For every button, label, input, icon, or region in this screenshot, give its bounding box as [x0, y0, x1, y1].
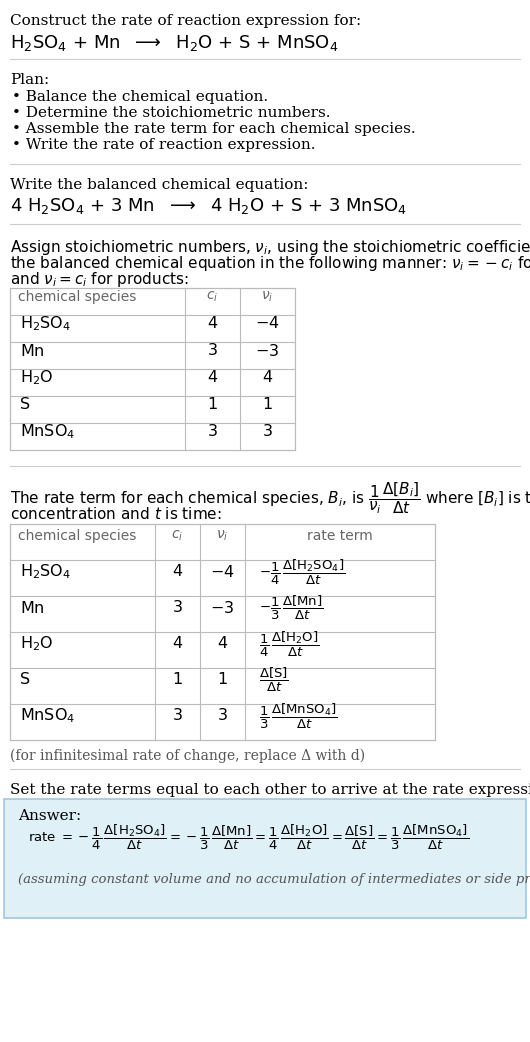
Text: Answer:: Answer: — [18, 809, 81, 823]
Text: Plan:: Plan: — [10, 73, 49, 86]
Text: $\mathrm{H_2SO_4}$: $\mathrm{H_2SO_4}$ — [20, 314, 71, 332]
Text: $\mathrm{Mn}$: $\mathrm{Mn}$ — [20, 343, 45, 358]
Text: $\mathrm{MnSO_4}$: $\mathrm{MnSO_4}$ — [20, 706, 75, 725]
Text: 4: 4 — [207, 316, 217, 331]
Text: rate term: rate term — [307, 529, 373, 543]
Text: 1: 1 — [172, 672, 183, 688]
Text: $-\dfrac{1}{3}\,\dfrac{\Delta[\mathrm{Mn}]}{\Delta t}$: $-\dfrac{1}{3}\,\dfrac{\Delta[\mathrm{Mn… — [259, 594, 324, 622]
Text: 4: 4 — [207, 370, 217, 384]
Text: $-4$: $-4$ — [210, 564, 235, 580]
Text: $\mathrm{Mn}$: $\mathrm{Mn}$ — [20, 600, 45, 616]
Text: $\mathrm{H_2SO_4}$ + Mn  $\longrightarrow$  $\mathrm{H_2O}$ + S + $\mathrm{MnSO_: $\mathrm{H_2SO_4}$ + Mn $\longrightarrow… — [10, 33, 339, 53]
Text: $\nu_i$: $\nu_i$ — [216, 528, 229, 543]
Text: $c_i$: $c_i$ — [171, 528, 183, 543]
Text: chemical species: chemical species — [18, 290, 136, 303]
Text: $\mathrm{MnSO_4}$: $\mathrm{MnSO_4}$ — [20, 422, 75, 441]
Text: 3: 3 — [208, 343, 217, 358]
FancyBboxPatch shape — [10, 524, 435, 740]
Text: • Determine the stoichiometric numbers.: • Determine the stoichiometric numbers. — [12, 106, 331, 120]
Text: (for infinitesimal rate of change, replace Δ with d): (for infinitesimal rate of change, repla… — [10, 749, 365, 764]
Text: concentration and $t$ is time:: concentration and $t$ is time: — [10, 506, 222, 522]
Text: $\nu_i$: $\nu_i$ — [261, 290, 273, 303]
Text: $-\dfrac{1}{4}\,\dfrac{\Delta[\mathrm{H_2SO_4}]}{\Delta t}$: $-\dfrac{1}{4}\,\dfrac{\Delta[\mathrm{H_… — [259, 557, 345, 587]
Text: The rate term for each chemical species, $B_i$, is $\dfrac{1}{\nu_i}\dfrac{\Delt: The rate term for each chemical species,… — [10, 480, 530, 516]
Text: $\dfrac{1}{4}\,\dfrac{\Delta[\mathrm{H_2O}]}{\Delta t}$: $\dfrac{1}{4}\,\dfrac{\Delta[\mathrm{H_2… — [259, 629, 320, 659]
Text: $-4$: $-4$ — [255, 316, 280, 331]
Text: $c_i$: $c_i$ — [206, 290, 219, 303]
Text: $\mathrm{H_2SO_4}$: $\mathrm{H_2SO_4}$ — [20, 563, 71, 581]
Text: S: S — [20, 397, 30, 412]
Text: Construct the rate of reaction expression for:: Construct the rate of reaction expressio… — [10, 14, 361, 28]
Text: • Assemble the rate term for each chemical species.: • Assemble the rate term for each chemic… — [12, 122, 416, 137]
Text: 3: 3 — [217, 709, 227, 723]
Text: 4: 4 — [172, 637, 182, 651]
Text: (assuming constant volume and no accumulation of intermediates or side products): (assuming constant volume and no accumul… — [18, 873, 530, 886]
Text: the balanced chemical equation in the following manner: $\nu_i = -c_i$ for react: the balanced chemical equation in the fo… — [10, 254, 530, 273]
Text: 3: 3 — [172, 709, 182, 723]
Text: 1: 1 — [207, 397, 218, 412]
FancyBboxPatch shape — [4, 799, 526, 918]
Text: 1: 1 — [217, 672, 227, 688]
Text: $\dfrac{\Delta[\mathrm{S}]}{\Delta t}$: $\dfrac{\Delta[\mathrm{S}]}{\Delta t}$ — [259, 666, 289, 694]
Text: 3: 3 — [208, 424, 217, 439]
Text: rate $= -\dfrac{1}{4}\,\dfrac{\Delta[\mathrm{H_2SO_4}]}{\Delta t}$$ = -\dfrac{1}: rate $= -\dfrac{1}{4}\,\dfrac{\Delta[\ma… — [28, 822, 469, 851]
Text: Assign stoichiometric numbers, $\nu_i$, using the stoichiometric coefficients, $: Assign stoichiometric numbers, $\nu_i$, … — [10, 238, 530, 257]
Text: 3: 3 — [262, 424, 272, 439]
Text: 4: 4 — [217, 637, 227, 651]
Text: • Write the rate of reaction expression.: • Write the rate of reaction expression. — [12, 138, 315, 152]
Text: S: S — [20, 672, 30, 688]
FancyBboxPatch shape — [10, 288, 295, 450]
Text: $-3$: $-3$ — [255, 343, 280, 358]
Text: • Balance the chemical equation.: • Balance the chemical equation. — [12, 90, 268, 104]
Text: Write the balanced chemical equation:: Write the balanced chemical equation: — [10, 178, 308, 192]
Text: and $\nu_i = c_i$ for products:: and $\nu_i = c_i$ for products: — [10, 270, 189, 289]
Text: $\dfrac{1}{3}\,\dfrac{\Delta[\mathrm{MnSO_4}]}{\Delta t}$: $\dfrac{1}{3}\,\dfrac{\Delta[\mathrm{MnS… — [259, 701, 338, 730]
Text: chemical species: chemical species — [18, 529, 136, 543]
Text: 4: 4 — [172, 565, 182, 579]
Text: 4 $\mathrm{H_2SO_4}$ + 3 Mn  $\longrightarrow$  4 $\mathrm{H_2O}$ + S + 3 $\math: 4 $\mathrm{H_2SO_4}$ + 3 Mn $\longrighta… — [10, 196, 407, 216]
Text: 3: 3 — [172, 600, 182, 616]
Text: $\mathrm{H_2O}$: $\mathrm{H_2O}$ — [20, 368, 54, 387]
Text: $\mathrm{H_2O}$: $\mathrm{H_2O}$ — [20, 635, 54, 653]
Text: 1: 1 — [262, 397, 272, 412]
Text: $-3$: $-3$ — [210, 600, 235, 616]
Text: Set the rate terms equal to each other to arrive at the rate expression:: Set the rate terms equal to each other t… — [10, 783, 530, 797]
Text: 4: 4 — [262, 370, 272, 384]
